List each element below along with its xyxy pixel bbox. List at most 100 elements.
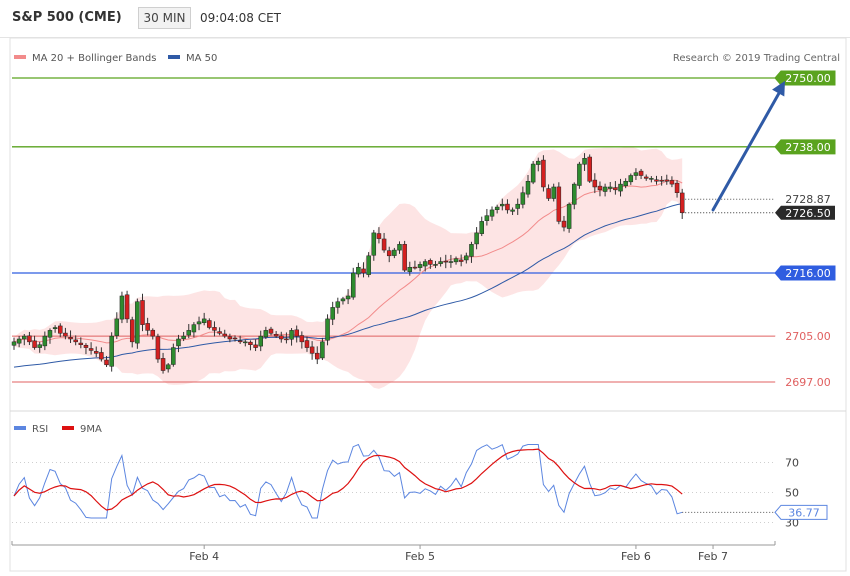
candle [171, 343, 176, 367]
candle [453, 256, 459, 265]
candle-body [607, 186, 613, 189]
candle [201, 312, 207, 326]
bollinger-legend-swatch [14, 55, 26, 59]
candle-body [510, 209, 515, 212]
candle-body [433, 264, 438, 266]
candle-body [145, 323, 150, 331]
candle [371, 229, 377, 261]
candle [73, 335, 78, 346]
candle-body [381, 238, 387, 251]
candle-body [114, 318, 120, 336]
candle-body [371, 232, 377, 256]
candle [577, 161, 582, 189]
candle [572, 182, 577, 210]
candle [155, 333, 161, 363]
candle-body [253, 344, 258, 348]
candle [253, 339, 258, 352]
candle-body [649, 178, 654, 180]
candle-body [623, 180, 628, 187]
candle [248, 340, 253, 351]
candle-body [566, 203, 572, 229]
candle-body [679, 192, 685, 214]
candle-body [669, 180, 675, 185]
candle-body [268, 328, 274, 334]
candle [510, 207, 515, 216]
candle-body [11, 341, 17, 346]
rsi-line [13, 443, 683, 519]
candle [664, 174, 670, 185]
candle-body [525, 180, 531, 195]
candle [279, 331, 284, 343]
candle-body [248, 341, 253, 345]
candle [407, 261, 413, 276]
candle-body [222, 333, 227, 337]
candle-body [99, 352, 104, 360]
candle-body [402, 244, 407, 271]
candle-body [299, 335, 305, 343]
chart-frame [9, 37, 847, 572]
candle [654, 175, 659, 185]
candle [93, 346, 99, 358]
candle [561, 215, 567, 232]
candle-body [78, 342, 84, 345]
candle-body [484, 215, 490, 221]
candle [417, 261, 423, 272]
candle-body [500, 203, 505, 207]
candle-body [366, 255, 371, 275]
candle-body [643, 176, 649, 179]
price-level-label-3: 2705.00 [785, 330, 831, 343]
ma9-legend-label: 9MA [80, 424, 102, 435]
candle-body [88, 348, 94, 351]
bollinger-band [14, 146, 683, 389]
candle [607, 182, 613, 193]
candle [165, 363, 171, 373]
candle-body [124, 294, 130, 320]
candle-body [474, 232, 479, 245]
instrument-title: S&P 500 (CME) [12, 10, 122, 25]
price-level-label-1: 2738.00 [785, 141, 831, 154]
candle [140, 293, 145, 332]
candle-body [165, 364, 171, 370]
bollinger-legend-label: MA 20 + Bollinger Bands [32, 53, 156, 64]
candle-body [515, 203, 520, 209]
forecast-arrow-head [772, 80, 785, 97]
price-level-tag-4 [775, 375, 835, 389]
candle-body [63, 332, 68, 337]
candle-body [289, 330, 294, 340]
ma50-legend-label: MA 50 [186, 53, 217, 64]
candle-body [212, 327, 217, 331]
candle [392, 247, 397, 259]
candle [263, 326, 269, 340]
candle-body [618, 183, 623, 192]
candle [176, 334, 181, 353]
candle [222, 329, 227, 339]
candle-body [273, 334, 279, 337]
candle-body [407, 267, 413, 272]
candle-body [674, 182, 680, 193]
candle-body [52, 327, 58, 330]
candle [237, 335, 243, 345]
candle [515, 198, 520, 215]
timestamp: 09:04:08 CET [200, 11, 281, 25]
candle [135, 298, 140, 349]
candle [546, 184, 551, 201]
candle [309, 341, 315, 360]
candle-body [386, 250, 392, 257]
candle-body [448, 261, 454, 263]
candle-body [556, 186, 562, 222]
candle-body [376, 233, 382, 239]
candle [315, 346, 320, 365]
candle [160, 352, 166, 374]
candle [22, 333, 27, 346]
candle [659, 176, 664, 186]
candle-body [659, 179, 664, 182]
candle [78, 337, 84, 349]
candle-body [664, 179, 670, 182]
candle [335, 297, 341, 314]
timeframe-button[interactable]: 30 MIN [138, 7, 191, 29]
x-axis-tick-label: Feb 4 [189, 550, 219, 563]
price-level-label-4: 2697.00 [785, 376, 831, 389]
candle [114, 312, 120, 340]
candle-body [633, 172, 639, 176]
price-level-tag-2 [774, 265, 836, 281]
